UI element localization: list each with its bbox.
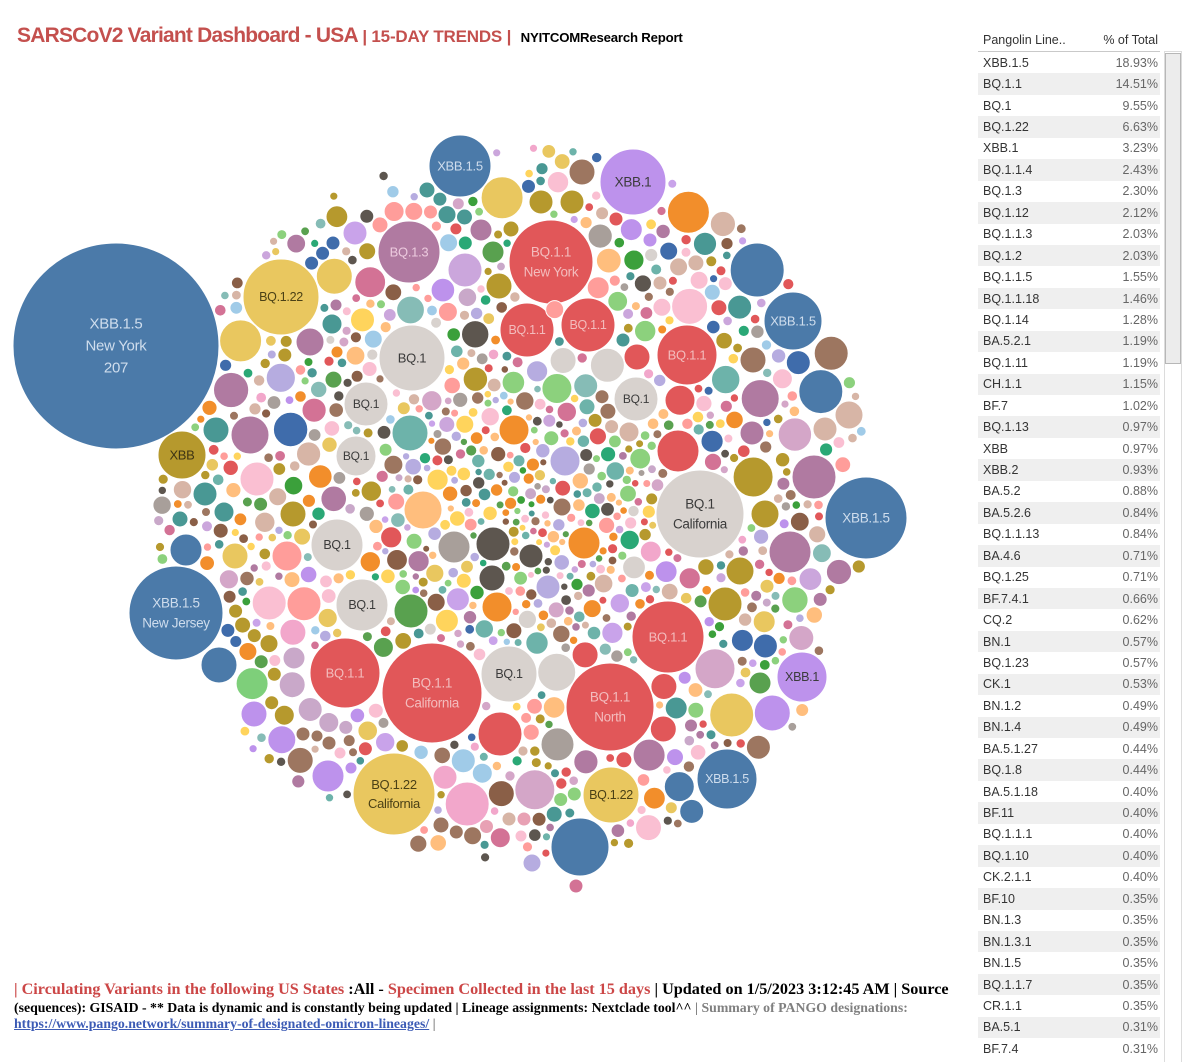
svg-text:New Jersey: New Jersey xyxy=(142,615,210,630)
svg-text:BQ.1.1: BQ.1.1 xyxy=(508,323,545,337)
svg-text:BQ.1.1: BQ.1.1 xyxy=(531,245,571,260)
svg-text:XBB.1.5: XBB.1.5 xyxy=(90,316,143,333)
svg-text:New York: New York xyxy=(86,338,148,355)
svg-text:XBB: XBB xyxy=(169,448,194,463)
svg-text:XBB.1.5: XBB.1.5 xyxy=(705,772,749,786)
svg-text:California: California xyxy=(673,516,728,531)
svg-text:BQ.1: BQ.1 xyxy=(343,449,370,463)
svg-text:BQ.1: BQ.1 xyxy=(623,392,650,406)
svg-text:XBB.1.5: XBB.1.5 xyxy=(770,314,816,329)
svg-text:XBB.1.5: XBB.1.5 xyxy=(842,511,889,526)
svg-text:207: 207 xyxy=(104,359,128,376)
svg-text:California: California xyxy=(368,796,421,811)
svg-text:BQ.1.22: BQ.1.22 xyxy=(371,777,417,792)
svg-text:XBB.1: XBB.1 xyxy=(785,670,819,684)
svg-text:New York: New York xyxy=(524,264,579,279)
svg-text:BQ.1.3: BQ.1.3 xyxy=(390,245,429,260)
svg-text:BQ.1: BQ.1 xyxy=(398,351,426,366)
svg-text:BQ.1.1: BQ.1.1 xyxy=(326,666,365,681)
svg-text:North: North xyxy=(594,709,626,724)
svg-text:BQ.1.22: BQ.1.22 xyxy=(259,290,303,304)
svg-text:BQ.1.1: BQ.1.1 xyxy=(412,676,452,691)
svg-text:BQ.1.1: BQ.1.1 xyxy=(569,318,606,332)
svg-text:California: California xyxy=(405,695,460,710)
svg-text:XBB.1: XBB.1 xyxy=(615,175,652,190)
svg-text:BQ.1: BQ.1 xyxy=(495,667,523,681)
svg-text:BQ.1: BQ.1 xyxy=(685,497,715,512)
svg-text:BQ.1.1: BQ.1.1 xyxy=(590,690,630,705)
svg-text:BQ.1.1: BQ.1.1 xyxy=(649,630,688,645)
svg-text:BQ.1.22: BQ.1.22 xyxy=(589,788,633,802)
svg-text:XBB.1.5: XBB.1.5 xyxy=(152,596,199,611)
svg-text:BQ.1.1: BQ.1.1 xyxy=(668,348,707,363)
svg-text:BQ.1: BQ.1 xyxy=(348,598,376,612)
svg-text:BQ.1: BQ.1 xyxy=(353,397,380,411)
svg-text:BQ.1: BQ.1 xyxy=(323,538,351,552)
svg-text:XBB.1.5: XBB.1.5 xyxy=(437,159,483,174)
